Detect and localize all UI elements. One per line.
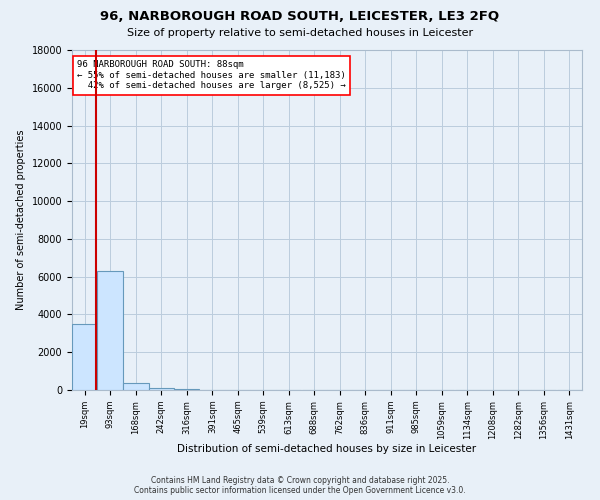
- Text: 96 NARBOROUGH ROAD SOUTH: 88sqm
← 55% of semi-detached houses are smaller (11,18: 96 NARBOROUGH ROAD SOUTH: 88sqm ← 55% of…: [77, 60, 346, 90]
- Bar: [72, 324, 97, 390]
- Text: Size of property relative to semi-detached houses in Leicester: Size of property relative to semi-detach…: [127, 28, 473, 38]
- Bar: [149, 388, 174, 390]
- Y-axis label: Number of semi-detached properties: Number of semi-detached properties: [16, 130, 26, 310]
- Bar: [174, 389, 199, 390]
- Text: Contains HM Land Registry data © Crown copyright and database right 2025.
Contai: Contains HM Land Registry data © Crown c…: [134, 476, 466, 495]
- X-axis label: Distribution of semi-detached houses by size in Leicester: Distribution of semi-detached houses by …: [178, 444, 476, 454]
- Text: 96, NARBOROUGH ROAD SOUTH, LEICESTER, LE3 2FQ: 96, NARBOROUGH ROAD SOUTH, LEICESTER, LE…: [100, 10, 500, 23]
- Bar: [97, 271, 123, 390]
- Bar: [123, 383, 149, 390]
